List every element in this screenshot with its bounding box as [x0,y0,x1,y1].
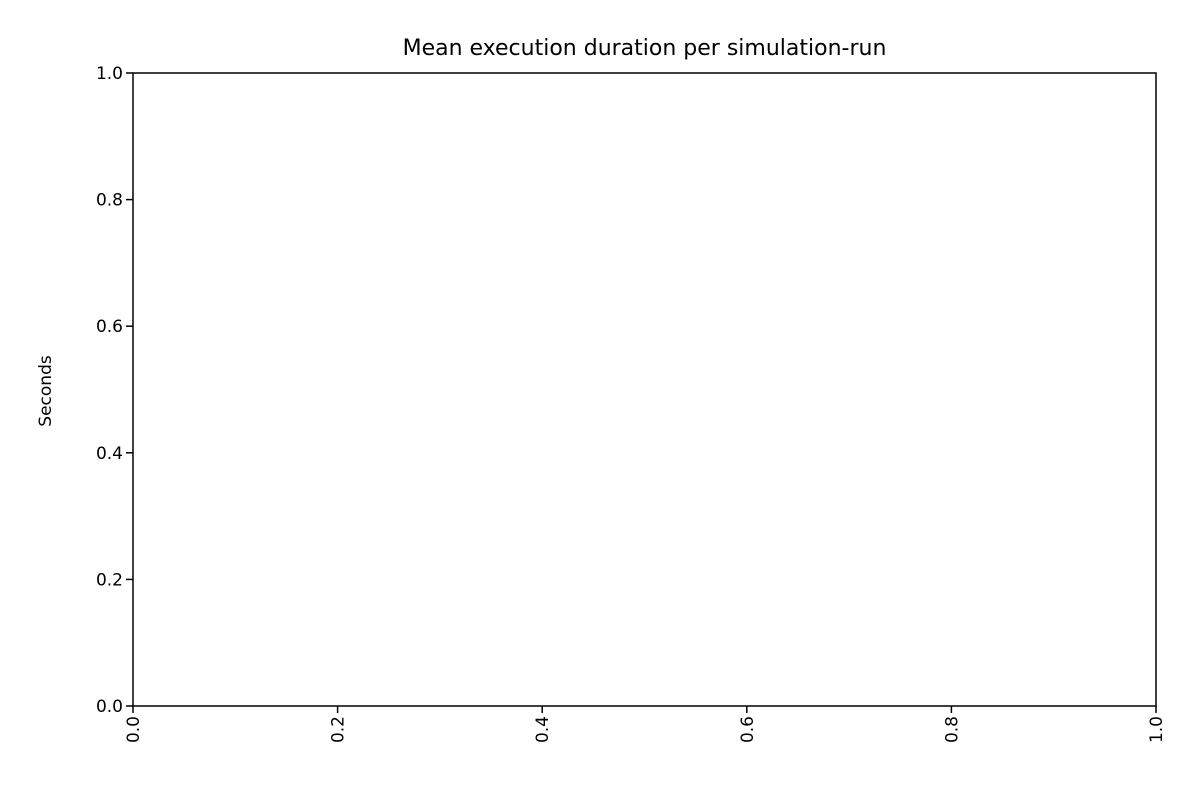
x-tick-label: 1.0 [1147,716,1167,743]
chart-title: Mean execution duration per simulation-r… [403,36,887,61]
x-tick-label: 0.2 [329,716,349,743]
y-tick-label: 1.0 [96,64,123,84]
x-tick-label: 0.8 [942,716,962,743]
y-tick-label: 0.2 [96,570,123,590]
y-tick-label: 0.8 [96,191,123,211]
y-tick-label: 0.4 [96,444,123,464]
y-axis-ticks: 0.0 0.2 0.4 0.6 0.8 1.0 [96,64,133,717]
plot-area-frame [132,72,1157,707]
x-tick-label: 0.6 [738,716,758,743]
x-axis-ticks: 0.0 0.2 0.4 0.6 0.8 1.0 [124,706,1167,743]
y-axis-label: Seconds [36,355,56,427]
y-tick-label: 0.0 [96,697,123,717]
x-tick-label: 0.4 [533,716,553,743]
x-tick-label: 0.0 [124,716,144,743]
y-tick-label: 0.6 [96,317,123,337]
